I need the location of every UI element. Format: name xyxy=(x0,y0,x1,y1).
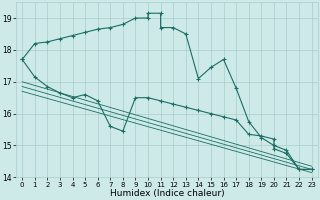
X-axis label: Humidex (Indice chaleur): Humidex (Indice chaleur) xyxy=(109,189,224,198)
